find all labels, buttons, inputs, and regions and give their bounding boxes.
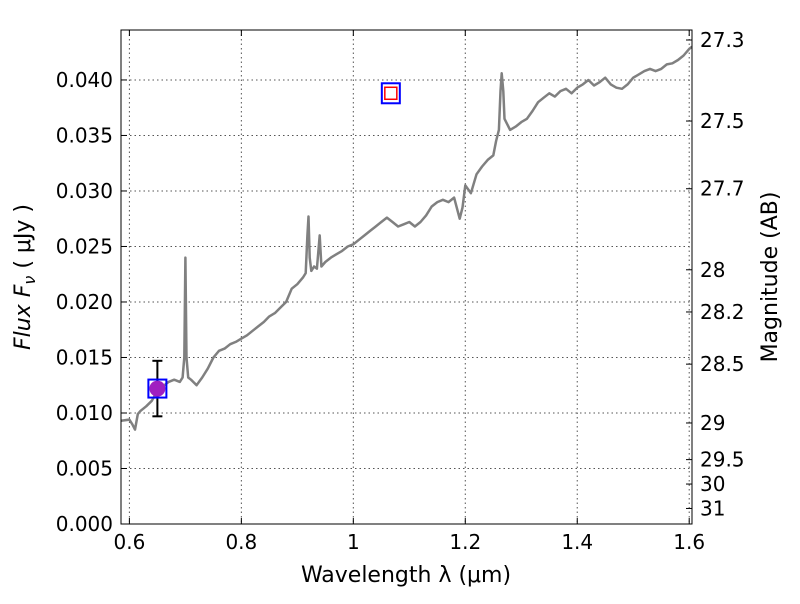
x-axis-label: Wavelength λ (μm) [301,563,511,588]
right-tick-label-0: 27.3 [700,28,745,52]
y-tick-label-5: 0.025 [56,234,113,258]
observed-point [149,380,166,397]
y-tick-label-2: 0.010 [56,401,113,425]
x-tick-label-3: 1.2 [449,530,481,554]
y-tick-label-0: 0.000 [56,512,113,536]
right-tick-label-9: 31 [700,496,725,520]
x-tick-label-1: 0.8 [225,530,257,554]
right-tick-label-1: 27.5 [700,109,745,133]
y-tick-label-1: 0.005 [56,456,113,480]
y-tick-label-7: 0.035 [56,123,113,147]
y-tick-label-6: 0.030 [56,179,113,203]
right-tick-label-6: 29 [700,411,725,435]
right-tick-label-4: 28.2 [700,300,745,324]
y-tick-label-4: 0.020 [56,290,113,314]
y-tick-label-3: 0.015 [56,345,113,369]
right-tick-label-8: 30 [700,472,725,496]
square-marker-high-inner [384,86,398,101]
square-marker-high [380,82,401,105]
right-tick-label-2: 27.7 [700,177,745,201]
square-marker-low [147,378,168,399]
tick-labels: 0.6 0.8 1 1.2 1.4 1.6 0.000 0.005 0.010 0.015 0.02… [56,28,745,554]
x-tick-label-2: 1 [347,530,360,554]
x-tick-label-5: 1.6 [673,530,705,554]
plot-area [121,45,692,431]
plot-frame [120,29,693,525]
x-tick-label-0: 0.6 [113,530,145,554]
grid-lines [121,30,692,525]
right-tick-label-5: 28.5 [700,352,745,376]
y-axis-label: Flux Fν ( μJy ) [11,204,39,350]
y-tick-label-8: 0.040 [56,68,113,92]
series-line-0 [121,45,692,431]
right-tick-label-3: 28 [700,258,725,282]
right-tick-label-7: 29.5 [700,448,745,472]
x-tick-label-4: 1.4 [561,530,593,554]
tick-marks [121,30,692,525]
right-axis-label: Magnitude (AB) [758,192,783,363]
